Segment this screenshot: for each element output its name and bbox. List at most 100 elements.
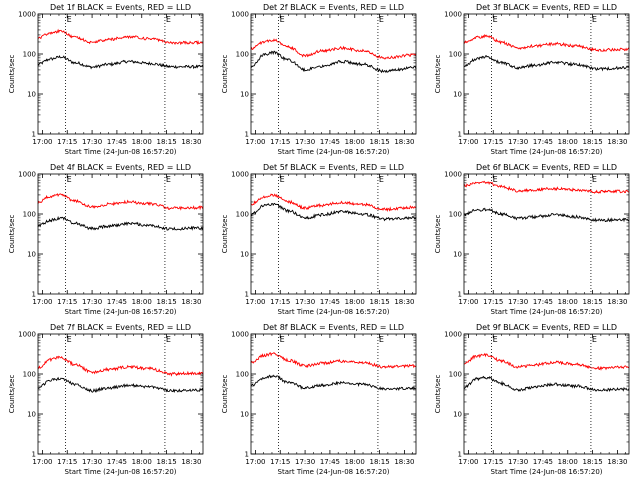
x-tick-label: 17:30 <box>82 138 102 146</box>
x-tick-label: 17:45 <box>533 298 553 306</box>
x-tick-label: 18:30 <box>394 138 414 146</box>
y-tick-label: 1 <box>32 451 36 459</box>
x-tick-label: 18:15 <box>582 458 602 466</box>
x-tick-label: 17:30 <box>295 138 315 146</box>
y-axis-title: Counts/sec <box>221 215 229 254</box>
x-tick-label: 18:30 <box>181 138 201 146</box>
y-tick-label: 10 <box>240 411 249 419</box>
lld-series-line <box>37 193 204 211</box>
panel-title: Det 5f BLACK = Events, RED = LLD <box>263 163 404 172</box>
x-tick-label: 17:00 <box>32 458 52 466</box>
events-series-line <box>37 54 204 70</box>
marker-label: E <box>166 175 171 184</box>
x-tick-label: 18:15 <box>156 138 176 146</box>
x-tick-label: 17:00 <box>245 138 265 146</box>
x-tick-label: 18:30 <box>607 458 627 466</box>
x-tick-label: 17:45 <box>533 458 553 466</box>
y-tick-label: 100 <box>449 51 462 59</box>
x-tick-label: 17:15 <box>483 138 503 146</box>
y-tick-label: 1000 <box>444 171 462 179</box>
lld-series-line <box>250 193 417 213</box>
y-tick-label: 10 <box>453 251 462 259</box>
y-tick-label: 1000 <box>444 331 462 339</box>
y-tick-label: 1 <box>32 291 36 299</box>
detector-panel: Det 3f BLACK = Events, RED = LLD Counts/s… <box>434 3 630 156</box>
y-tick-label: 1 <box>32 131 36 139</box>
x-tick-label: 18:30 <box>181 298 201 306</box>
marker-label: E <box>493 15 498 24</box>
marker-label: E <box>280 175 285 184</box>
marker-label: E <box>67 175 72 184</box>
panel-title: Det 1f BLACK = Events, RED = LLD <box>50 3 191 12</box>
x-tick-label: 17:15 <box>57 458 77 466</box>
x-tick-label: 18:30 <box>181 458 201 466</box>
y-tick-label: 100 <box>23 371 36 379</box>
marker-label: E <box>379 15 384 24</box>
marker-label: E <box>493 175 498 184</box>
events-series-line <box>250 50 417 74</box>
x-tick-label: 18:00 <box>345 458 365 466</box>
marker-label: E <box>67 335 72 344</box>
x-tick-label: 18:30 <box>394 298 414 306</box>
events-series-line <box>464 55 630 72</box>
lld-series-line <box>37 355 204 377</box>
x-tick-label: 18:00 <box>345 138 365 146</box>
plot-frame <box>37 333 204 455</box>
events-series-line <box>250 374 417 391</box>
x-axis-title: Start Time (24-Jun-08 16:57:20) <box>491 148 603 156</box>
x-tick-label: 17:00 <box>245 458 265 466</box>
x-tick-label: 18:15 <box>582 138 602 146</box>
x-tick-label: 17:45 <box>320 298 340 306</box>
y-tick-label: 1000 <box>18 11 36 19</box>
y-axis-title: Counts/sec <box>8 215 16 254</box>
x-tick-label: 17:15 <box>270 138 290 146</box>
lld-series-line <box>463 33 630 53</box>
plot-frame <box>463 333 630 455</box>
y-tick-label: 1000 <box>231 171 249 179</box>
x-axis-title: Start Time (24-Jun-08 16:57:20) <box>65 148 177 156</box>
x-tick-label: 17:45 <box>107 458 127 466</box>
x-tick-label: 17:15 <box>483 298 503 306</box>
x-tick-label: 17:15 <box>483 458 503 466</box>
x-tick-label: 17:30 <box>82 298 102 306</box>
y-tick-label: 100 <box>23 211 36 219</box>
marker-label: E <box>280 335 285 344</box>
events-series-line <box>37 215 204 231</box>
y-tick-label: 1 <box>245 131 249 139</box>
x-tick-label: 17:15 <box>270 458 290 466</box>
y-tick-label: 100 <box>236 371 249 379</box>
x-tick-label: 17:00 <box>32 298 52 306</box>
x-tick-label: 18:15 <box>369 298 389 306</box>
panel-title: Det 6f BLACK = Events, RED = LLD <box>476 163 617 172</box>
x-tick-label: 18:00 <box>345 298 365 306</box>
panel-title: Det 3f BLACK = Events, RED = LLD <box>476 3 617 12</box>
x-tick-label: 17:15 <box>57 138 77 146</box>
y-axis-title: Counts/sec <box>8 55 16 94</box>
y-tick-label: 10 <box>453 411 462 419</box>
y-axis-title: Counts/sec <box>8 375 16 414</box>
x-tick-label: 17:45 <box>320 138 340 146</box>
x-axis-title: Start Time (24-Jun-08 16:57:20) <box>278 308 390 316</box>
marker-label: E <box>166 15 171 24</box>
x-tick-label: 17:00 <box>245 298 265 306</box>
events-series-line <box>463 207 630 223</box>
x-tick-label: 18:30 <box>394 458 414 466</box>
y-tick-label: 1000 <box>231 11 249 19</box>
marker-label: E <box>592 335 597 344</box>
events-series-line <box>37 376 204 394</box>
y-tick-label: 100 <box>23 51 36 59</box>
x-axis-title: Start Time (24-Jun-08 16:57:20) <box>65 308 177 316</box>
y-tick-label: 1000 <box>444 11 462 19</box>
x-tick-label: 17:30 <box>508 298 528 306</box>
x-tick-label: 17:15 <box>270 298 290 306</box>
y-tick-label: 10 <box>27 91 36 99</box>
lld-series-line <box>250 351 417 369</box>
y-tick-label: 10 <box>27 251 36 259</box>
y-tick-label: 1 <box>245 291 249 299</box>
lld-series-line <box>463 352 630 371</box>
panel-title: Det 2f BLACK = Events, RED = LLD <box>263 3 404 12</box>
x-tick-label: 17:00 <box>458 298 478 306</box>
y-tick-label: 1 <box>458 131 462 139</box>
